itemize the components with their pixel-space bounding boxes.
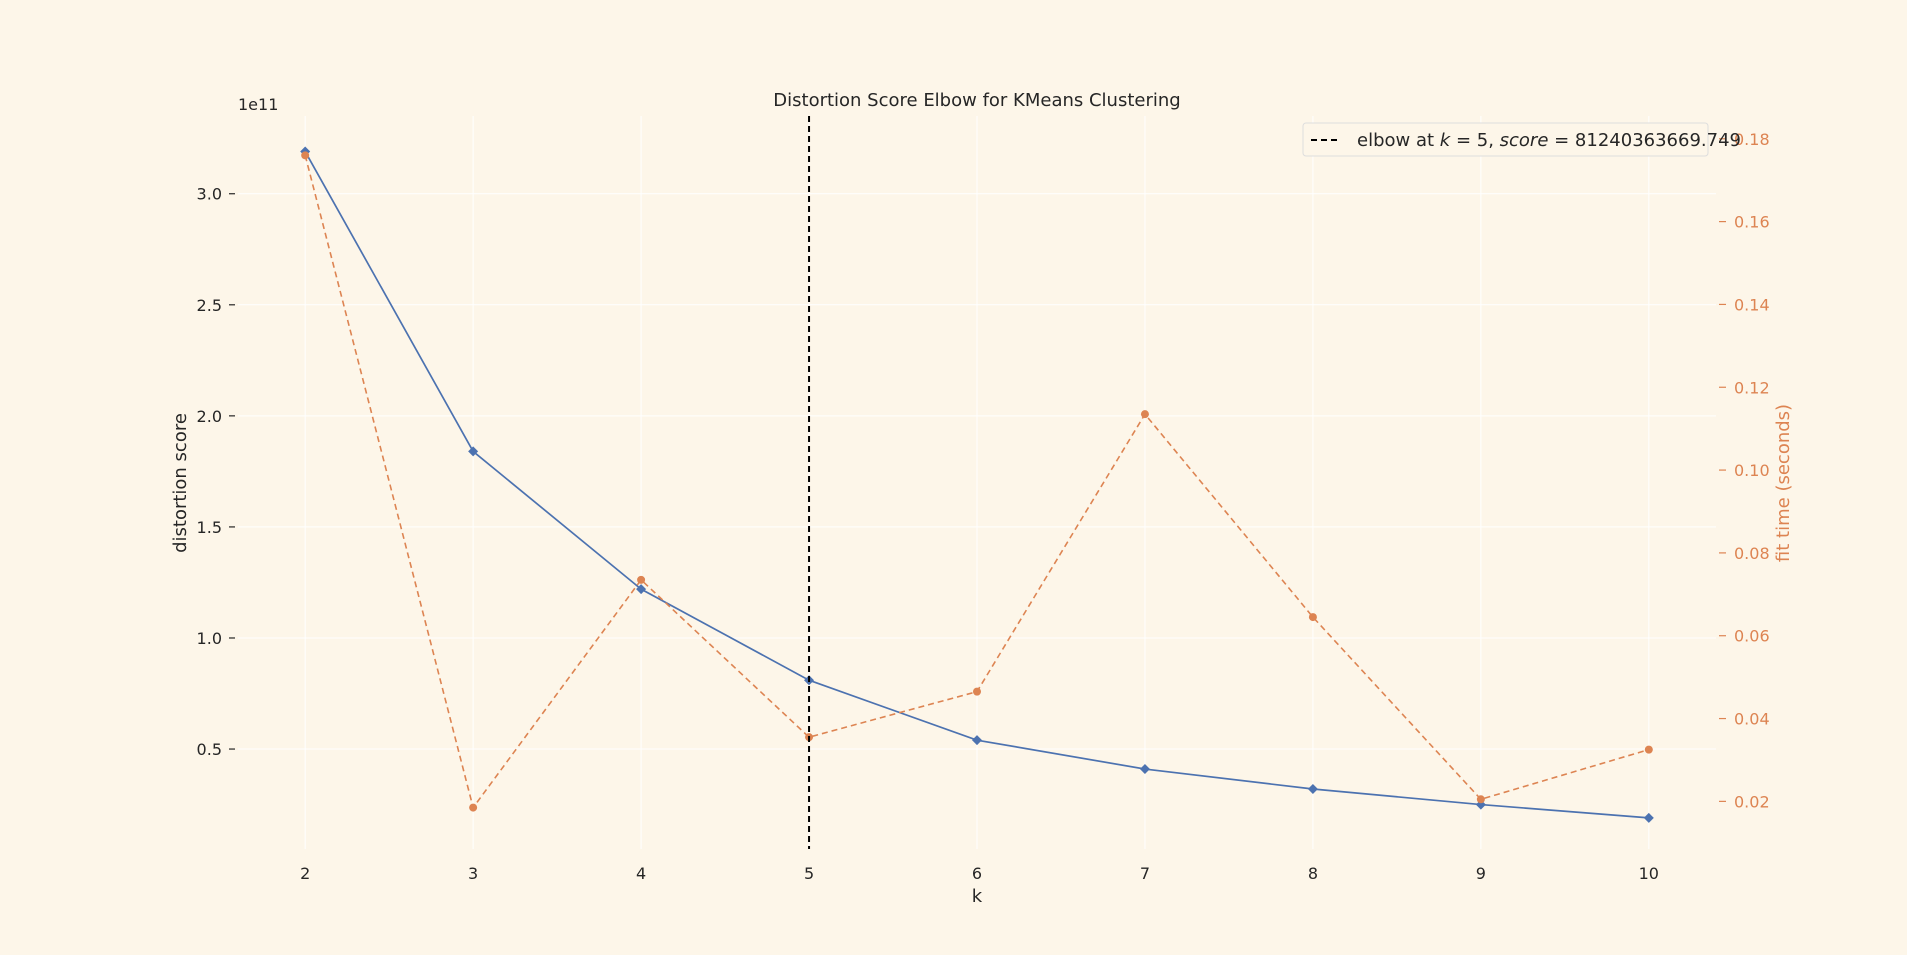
fit-time-point (1644, 745, 1653, 754)
y2-tick-label: 0.08 (1734, 544, 1770, 563)
series-layer (300, 146, 1654, 823)
distortion-point (972, 735, 982, 746)
y2-tick-label: 0.14 (1734, 295, 1770, 314)
y2-tick-label: 0.04 (1734, 710, 1770, 729)
x-tick-label: 6 (972, 864, 982, 883)
distortion-point (636, 584, 647, 595)
labels-layer: 2 3 4 5 6 7 8 9 10 0.5 1.0 1.5 2.0 2.5 3.0 0.02 0.04 0.06… (197, 130, 1770, 883)
x-tick-label: 9 (1476, 864, 1486, 883)
fit-time-point (973, 687, 981, 696)
distortion-point (468, 446, 479, 457)
x-axis-title: k (972, 886, 983, 907)
axes (229, 138, 1726, 802)
y2-tick-label: 0.10 (1734, 461, 1770, 480)
distortion-point (1139, 764, 1150, 775)
distortion-point (1307, 784, 1318, 795)
x-tick-label: 7 (1140, 864, 1150, 883)
fit-time-point (637, 575, 646, 584)
y2-tick-label: 0.12 (1734, 378, 1770, 397)
y2-tick-label: 0.02 (1734, 792, 1770, 811)
fit-time-point (1140, 410, 1149, 419)
y-offset-label: 1e11 (238, 95, 278, 114)
x-tick-label: 4 (636, 864, 646, 883)
legend-elbow-label: elbow at k = 5, score = 81240363669.749 (1357, 130, 1741, 151)
fit-time-point (1308, 613, 1317, 622)
fit-time-point (1476, 795, 1485, 804)
y-axis-title: distortion score (170, 413, 191, 553)
y2-tick-label: 0.18 (1734, 130, 1770, 149)
y-tick-label: 1.0 (197, 629, 222, 648)
fit-time-point (301, 151, 310, 160)
x-tick-label: 10 (1639, 864, 1659, 883)
legend: elbow at k = 5, score = 81240363669.749 (1302, 122, 1741, 157)
distortion-point (1643, 812, 1654, 823)
x-tick-label: 5 (804, 864, 814, 883)
x-tick-label: 3 (468, 864, 478, 883)
chart-title: Distortion Score Elbow for KMeans Cluste… (773, 90, 1180, 111)
y2-tick-label: 0.06 (1734, 627, 1770, 646)
grid-lines (238, 116, 1716, 849)
fit-time-point (469, 803, 478, 812)
y-tick-label: 0.5 (197, 740, 222, 759)
y-tick-label: 3.0 (197, 185, 222, 204)
y2-axis-title: fit time (seconds) (1773, 404, 1794, 562)
y2-tick-label: 0.16 (1734, 213, 1770, 232)
x-tick-label: 8 (1308, 864, 1318, 883)
y-tick-label: 2.0 (197, 407, 222, 426)
legend-box (1302, 122, 1709, 157)
y-tick-label: 1.5 (197, 518, 222, 537)
y-tick-label: 2.5 (197, 296, 222, 315)
x-tick-label: 2 (300, 864, 310, 883)
